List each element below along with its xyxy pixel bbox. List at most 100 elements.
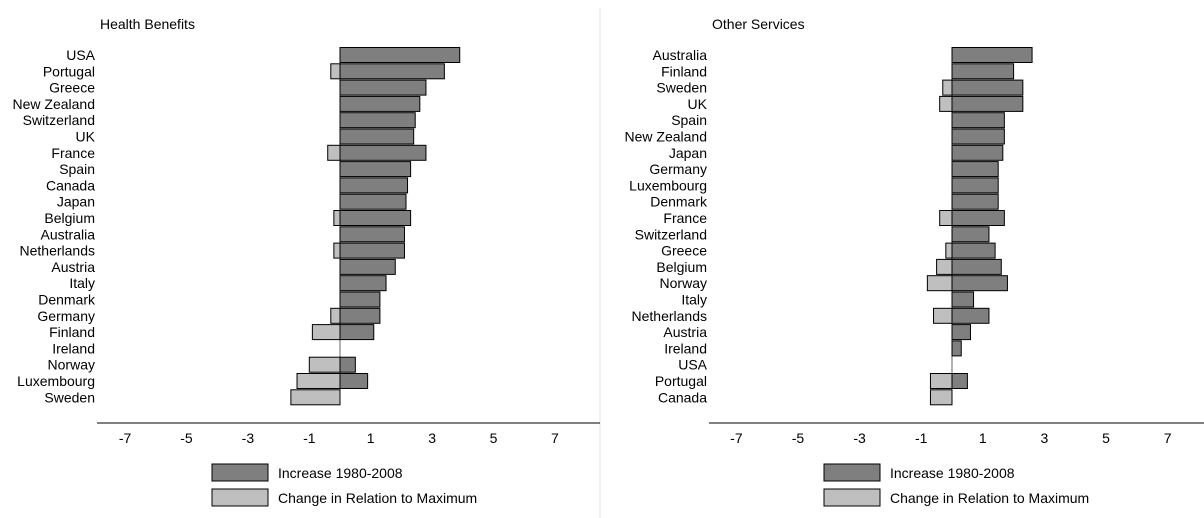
category-label: USA <box>678 357 707 373</box>
category-label: UK <box>688 96 708 112</box>
bar-increase <box>951 340 962 357</box>
x-tick-labels: -7 -5 -3 -1 1 3 5 7 <box>730 430 1172 446</box>
x-tick-label: 1 <box>979 430 987 446</box>
x-tick-label: 3 <box>1041 430 1049 446</box>
bar-increase <box>951 291 975 308</box>
x-tick-label: 7 <box>551 430 559 446</box>
bar-increase <box>339 258 396 275</box>
bar-increase <box>339 307 381 324</box>
bar-increase <box>339 128 415 145</box>
x-tick-label: 3 <box>428 430 436 446</box>
bar-increase <box>951 242 996 259</box>
bar-change-relation <box>936 258 953 275</box>
bar-change-relation <box>330 63 341 80</box>
legend-label-relation: Change in Relation to Maximum <box>890 490 1089 506</box>
bar-change-relation <box>311 324 341 341</box>
bar-change-relation <box>333 242 341 259</box>
category-label: New Zealand <box>625 129 708 145</box>
category-label: Germany <box>37 308 95 324</box>
bar-increase <box>339 324 375 341</box>
category-label: Greece <box>49 80 95 96</box>
category-label: Sweden <box>44 389 95 405</box>
category-label: Japan <box>669 145 707 161</box>
bar-change-relation <box>333 210 341 226</box>
bar-increase <box>951 177 999 194</box>
legend-label-increase: Increase 1980-2008 <box>890 465 1015 481</box>
category-label: Belgium <box>656 259 707 275</box>
bar-increase <box>951 161 999 178</box>
category-label: UK <box>76 129 96 145</box>
x-tick-label: -1 <box>303 430 316 446</box>
legend: Increase 1980-2008 Change in Relation to… <box>823 463 1089 507</box>
category-label: Canada <box>658 389 707 405</box>
category-label: Luxembourg <box>629 177 707 193</box>
bar-increase <box>951 307 990 324</box>
category-label: Denmark <box>38 292 96 308</box>
legend-swatch-increase <box>211 463 269 482</box>
category-label: Norway <box>660 275 707 291</box>
category-label: Austria <box>51 259 95 275</box>
x-tick-label: -7 <box>119 430 132 446</box>
bar-increase <box>339 242 405 259</box>
legend-label-relation: Change in Relation to Maximum <box>278 490 477 506</box>
category-label: Australia <box>41 226 96 242</box>
x-tick-label: -5 <box>792 430 805 446</box>
x-tick-label: -3 <box>853 430 866 446</box>
category-label: Switzerland <box>635 226 707 242</box>
x-tick-label: 1 <box>367 430 375 446</box>
bar-change-relation <box>945 242 953 259</box>
bar-increase <box>951 144 1004 161</box>
chart-title: Health Benefits <box>100 16 195 32</box>
bar-increase <box>339 47 461 63</box>
category-label: Austria <box>663 324 707 340</box>
category-label: New Zealand <box>13 96 96 112</box>
category-label: Switzerland <box>23 112 95 128</box>
legend-swatch-relation <box>211 488 269 507</box>
category-label: Australia <box>653 47 708 63</box>
x-tick-labels: -7 -5 -3 -1 1 3 5 7 <box>119 430 559 446</box>
bar-increase <box>951 324 971 341</box>
category-label: Netherlands <box>632 308 708 324</box>
bar-increase <box>951 63 1015 80</box>
bar-change-relation <box>926 275 953 292</box>
x-tick-label: -5 <box>180 430 193 446</box>
bar-change-relation <box>330 307 341 324</box>
bar-increase <box>951 128 1005 145</box>
bars <box>926 47 1033 406</box>
category-label: Ireland <box>52 340 95 356</box>
bar-increase <box>339 275 387 292</box>
bar-increase <box>951 95 1024 112</box>
legend-swatch-increase <box>823 463 881 482</box>
bar-change-relation <box>939 95 953 112</box>
category-label: Ireland <box>664 340 707 356</box>
category-label: Belgium <box>44 210 95 226</box>
bar-increase <box>951 275 1008 292</box>
category-label: Spain <box>671 112 707 128</box>
x-tick-label: 5 <box>1102 430 1110 446</box>
bar-change-relation <box>929 373 953 389</box>
category-label: Finland <box>661 63 707 79</box>
bar-increase <box>339 356 356 373</box>
category-label: Portugal <box>655 373 707 389</box>
bar-increase <box>951 79 1024 96</box>
x-tick-label: -3 <box>242 430 255 446</box>
bar-increase <box>339 177 409 194</box>
category-label: Italy <box>681 292 707 308</box>
bar-increase <box>339 161 412 178</box>
bar-increase <box>951 112 1005 129</box>
category-label: Japan <box>57 194 95 210</box>
category-label: USA <box>66 47 95 63</box>
bar-change-relation <box>296 373 341 389</box>
bar-increase <box>339 79 427 96</box>
bar-increase <box>339 112 416 129</box>
bar-change-relation <box>327 144 341 161</box>
bar-change-relation <box>933 307 953 324</box>
bar-increase <box>339 144 427 161</box>
category-label: France <box>663 210 707 226</box>
category-label: Greece <box>661 243 707 259</box>
x-tick-label: -1 <box>915 430 928 446</box>
category-label: Portugal <box>43 63 95 79</box>
